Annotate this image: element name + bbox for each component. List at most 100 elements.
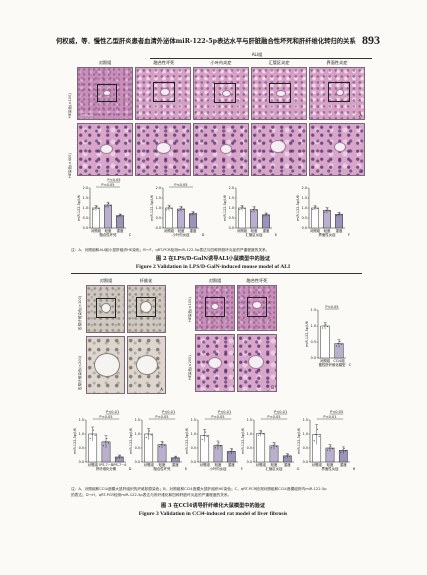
data-point bbox=[341, 449, 344, 451]
central-vein bbox=[100, 144, 113, 154]
y-tick-label: 2.0 bbox=[302, 186, 307, 190]
x-tick-label: 轻度 bbox=[215, 462, 222, 467]
zoom-box bbox=[205, 297, 225, 317]
data-point bbox=[175, 456, 177, 458]
data-point bbox=[325, 323, 327, 325]
data-point bbox=[109, 204, 111, 207]
data-point bbox=[287, 454, 289, 456]
figure-3-caption-cn: 图 3 在CCl4诱导肝纤维化大鼠模型中的验证 bbox=[160, 503, 266, 509]
data-point bbox=[216, 444, 218, 446]
panel-letter: H bbox=[353, 467, 356, 471]
data-point bbox=[145, 436, 147, 439]
x-tick-label: 轻度 bbox=[159, 462, 166, 467]
histology-image: 100 μm bbox=[77, 67, 133, 120]
figure-2-caption-en: Figure 2 Validation in LPS/D-GalN-induce… bbox=[135, 264, 291, 270]
data-point bbox=[328, 447, 330, 449]
data-point bbox=[104, 441, 106, 443]
x-tick-label: 轻度 bbox=[271, 462, 278, 467]
data-point bbox=[324, 211, 326, 213]
data-point bbox=[93, 208, 95, 211]
data-point bbox=[274, 443, 276, 445]
data-point bbox=[119, 455, 121, 457]
data-point bbox=[345, 450, 347, 452]
x-tick-label: 轻度 bbox=[327, 462, 334, 467]
portal-vein bbox=[270, 140, 286, 153]
histology-image bbox=[135, 67, 191, 120]
fig3-col-label: 融合性坏死 bbox=[246, 278, 268, 283]
zoom-box bbox=[97, 84, 117, 102]
y-tick-label: 1.5 bbox=[83, 196, 88, 200]
x-tick-label: 对照组 bbox=[91, 228, 102, 233]
data-point bbox=[254, 207, 256, 209]
y-tick-label: 1.5 bbox=[79, 418, 84, 422]
significance-label: P<0.05 bbox=[267, 415, 280, 419]
scale-bar-label: 100 μm bbox=[81, 113, 93, 117]
central-vein bbox=[103, 90, 111, 96]
fig3-col-label: 对照组 bbox=[208, 278, 222, 283]
data-point bbox=[162, 442, 164, 444]
y-tick-label: 1.5 bbox=[135, 418, 140, 422]
data-point bbox=[91, 433, 93, 435]
histology-image: B bbox=[309, 123, 365, 176]
data-point bbox=[335, 345, 337, 347]
fig2-col-label: 对照组 bbox=[98, 60, 112, 65]
chart-2F: 0.0 0.5 1.0 1.5 2.0 miR-122-5p/U6 对照组 轻度 重度界面性炎症… bbox=[296, 186, 350, 237]
data-point bbox=[89, 437, 91, 439]
significance-label: P<0.01 bbox=[274, 410, 287, 414]
histology-image bbox=[193, 123, 249, 176]
data-point bbox=[275, 445, 278, 447]
histology-image bbox=[135, 123, 191, 176]
data-point bbox=[243, 207, 245, 209]
y-tick-label: 1.0 bbox=[79, 432, 84, 436]
y-tick-label: 0.0 bbox=[156, 226, 161, 230]
central-vein bbox=[336, 89, 344, 96]
y-axis-label: miR-122-5p/U6 bbox=[185, 428, 189, 453]
panel-letter: B bbox=[359, 169, 362, 174]
central-vein bbox=[208, 357, 222, 369]
data-point bbox=[182, 208, 184, 211]
data-point bbox=[160, 444, 162, 446]
x-axis-label: 界面性炎症 bbox=[322, 466, 340, 471]
panel-letter: C bbox=[349, 363, 352, 367]
data-point bbox=[94, 207, 96, 209]
panel-letter: B bbox=[271, 385, 274, 390]
histology-image: A bbox=[309, 67, 365, 120]
zoom-box bbox=[328, 82, 350, 102]
data-point bbox=[206, 435, 208, 438]
significance-label: P<0.01 bbox=[162, 410, 175, 414]
data-point bbox=[94, 434, 96, 436]
x-tick-label: 重度 bbox=[172, 462, 179, 467]
data-point bbox=[169, 205, 171, 208]
y-tick-label: 0.0 bbox=[302, 226, 307, 230]
chart-3C: 0.0 0.5 1.0 1.5 miR-122-5p/U6 对照组 CCl4组慢性肝纤维化模… bbox=[305, 305, 352, 367]
data-point bbox=[181, 207, 183, 209]
panel-letter: G bbox=[297, 467, 300, 471]
data-point bbox=[240, 207, 242, 209]
x-axis-label: 融合性坏死 bbox=[154, 466, 172, 471]
x-tick-label: 重度 bbox=[340, 462, 347, 467]
data-point bbox=[272, 445, 274, 447]
data-point bbox=[328, 210, 330, 212]
data-point bbox=[340, 214, 342, 216]
x-tick-label: 对照组 bbox=[256, 462, 267, 467]
y-tick-label: 0.0 bbox=[135, 460, 140, 464]
fig3-col-label: 纤维化 bbox=[139, 278, 153, 283]
bar bbox=[320, 325, 330, 359]
y-tick-label: 0.5 bbox=[303, 446, 308, 450]
data-point bbox=[163, 444, 166, 446]
y-tick-label: 1.0 bbox=[156, 206, 161, 210]
y-tick-label: 0.0 bbox=[83, 226, 88, 230]
data-point bbox=[121, 215, 123, 217]
data-point bbox=[201, 438, 203, 440]
data-point bbox=[178, 210, 180, 212]
x-axis-label: 小叶内炎症 bbox=[173, 232, 191, 237]
histology-image: A bbox=[127, 336, 166, 394]
y-tick-label: 0.0 bbox=[191, 460, 196, 464]
chart-2C: 0.0 0.5 1.0 1.5 2.0 miR-122-5p/U6 对照组 轻度 重度融合性坏死… bbox=[77, 178, 132, 237]
x-tick-label: 轻度 bbox=[251, 228, 258, 233]
significance-label: P<0.05 bbox=[101, 183, 114, 187]
data-point bbox=[229, 450, 232, 452]
data-point bbox=[327, 326, 329, 328]
